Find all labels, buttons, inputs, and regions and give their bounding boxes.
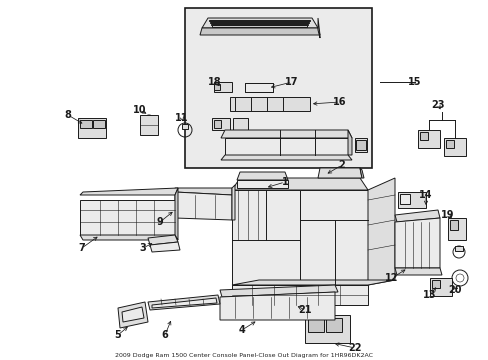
Polygon shape bbox=[394, 210, 439, 222]
Polygon shape bbox=[122, 307, 143, 322]
Polygon shape bbox=[152, 298, 217, 308]
Bar bbox=[229, 97, 309, 111]
Polygon shape bbox=[394, 268, 441, 275]
Text: 5: 5 bbox=[114, 330, 121, 340]
Bar bbox=[445, 140, 453, 148]
Polygon shape bbox=[175, 188, 178, 240]
Bar bbox=[397, 192, 425, 208]
Bar bbox=[184, 8, 371, 168]
Bar bbox=[80, 120, 92, 128]
Text: 6: 6 bbox=[162, 330, 168, 340]
Polygon shape bbox=[299, 190, 367, 285]
Text: 11: 11 bbox=[175, 113, 188, 123]
Text: 12: 12 bbox=[385, 273, 398, 283]
Polygon shape bbox=[202, 18, 317, 28]
Text: 22: 22 bbox=[347, 343, 361, 353]
Bar bbox=[214, 82, 231, 92]
Polygon shape bbox=[231, 190, 299, 285]
Polygon shape bbox=[231, 280, 394, 285]
Text: 3: 3 bbox=[140, 243, 146, 253]
Polygon shape bbox=[148, 295, 220, 310]
Polygon shape bbox=[213, 27, 305, 28]
Bar bbox=[399, 194, 409, 204]
Text: 1: 1 bbox=[281, 177, 288, 187]
Polygon shape bbox=[367, 178, 394, 285]
Text: 18: 18 bbox=[208, 77, 222, 87]
Text: 15: 15 bbox=[407, 77, 421, 87]
Bar bbox=[307, 318, 324, 332]
Polygon shape bbox=[212, 26, 306, 27]
Polygon shape bbox=[317, 18, 319, 38]
Polygon shape bbox=[210, 24, 307, 25]
Bar bbox=[355, 140, 365, 150]
Text: 21: 21 bbox=[298, 305, 311, 315]
Bar bbox=[449, 220, 457, 230]
Bar bbox=[454, 246, 462, 251]
Polygon shape bbox=[148, 235, 178, 245]
Polygon shape bbox=[359, 168, 363, 178]
Text: 2: 2 bbox=[338, 160, 345, 170]
Polygon shape bbox=[150, 242, 180, 252]
Polygon shape bbox=[175, 188, 231, 195]
Text: 13: 13 bbox=[423, 290, 436, 300]
Polygon shape bbox=[237, 172, 287, 180]
Bar bbox=[182, 124, 187, 129]
Bar bbox=[429, 278, 451, 296]
Polygon shape bbox=[231, 178, 367, 190]
Polygon shape bbox=[80, 200, 175, 235]
Polygon shape bbox=[209, 22, 308, 23]
Polygon shape bbox=[221, 155, 351, 160]
Bar bbox=[447, 218, 465, 240]
Polygon shape bbox=[394, 218, 439, 268]
Polygon shape bbox=[221, 130, 351, 138]
Polygon shape bbox=[231, 285, 367, 305]
Bar bbox=[417, 130, 439, 148]
Bar bbox=[140, 115, 158, 135]
Bar bbox=[214, 84, 220, 90]
Bar bbox=[325, 318, 341, 332]
Bar bbox=[212, 118, 229, 130]
Polygon shape bbox=[317, 168, 361, 178]
Bar bbox=[354, 138, 366, 152]
Polygon shape bbox=[118, 302, 148, 328]
Text: 23: 23 bbox=[430, 100, 444, 110]
Polygon shape bbox=[244, 83, 272, 92]
Bar bbox=[305, 315, 349, 343]
Text: 14: 14 bbox=[418, 190, 432, 200]
Text: 16: 16 bbox=[332, 97, 346, 107]
Polygon shape bbox=[224, 138, 347, 155]
Bar bbox=[78, 118, 106, 138]
Bar bbox=[232, 118, 247, 130]
Polygon shape bbox=[231, 185, 235, 220]
Text: 9: 9 bbox=[156, 217, 163, 227]
Bar bbox=[431, 280, 439, 288]
Polygon shape bbox=[80, 235, 178, 240]
Polygon shape bbox=[347, 130, 351, 155]
Polygon shape bbox=[200, 28, 319, 35]
Polygon shape bbox=[237, 180, 287, 188]
Bar bbox=[93, 120, 105, 128]
Bar bbox=[419, 132, 427, 140]
Text: 20: 20 bbox=[447, 285, 461, 295]
Bar bbox=[443, 138, 465, 156]
Polygon shape bbox=[208, 20, 309, 21]
Text: 2009 Dodge Ram 1500 Center Console Panel-Close Out Diagram for 1HR96DK2AC: 2009 Dodge Ram 1500 Center Console Panel… bbox=[115, 354, 372, 359]
Text: 4: 4 bbox=[238, 325, 245, 335]
Polygon shape bbox=[80, 188, 178, 195]
Polygon shape bbox=[175, 192, 231, 220]
Polygon shape bbox=[220, 292, 334, 320]
Text: 10: 10 bbox=[133, 105, 146, 115]
Text: 17: 17 bbox=[285, 77, 298, 87]
Bar bbox=[244, 83, 272, 92]
Text: 7: 7 bbox=[79, 243, 85, 253]
Bar bbox=[214, 120, 221, 128]
Polygon shape bbox=[220, 285, 337, 297]
Text: 8: 8 bbox=[64, 110, 71, 120]
Text: 19: 19 bbox=[440, 210, 454, 220]
